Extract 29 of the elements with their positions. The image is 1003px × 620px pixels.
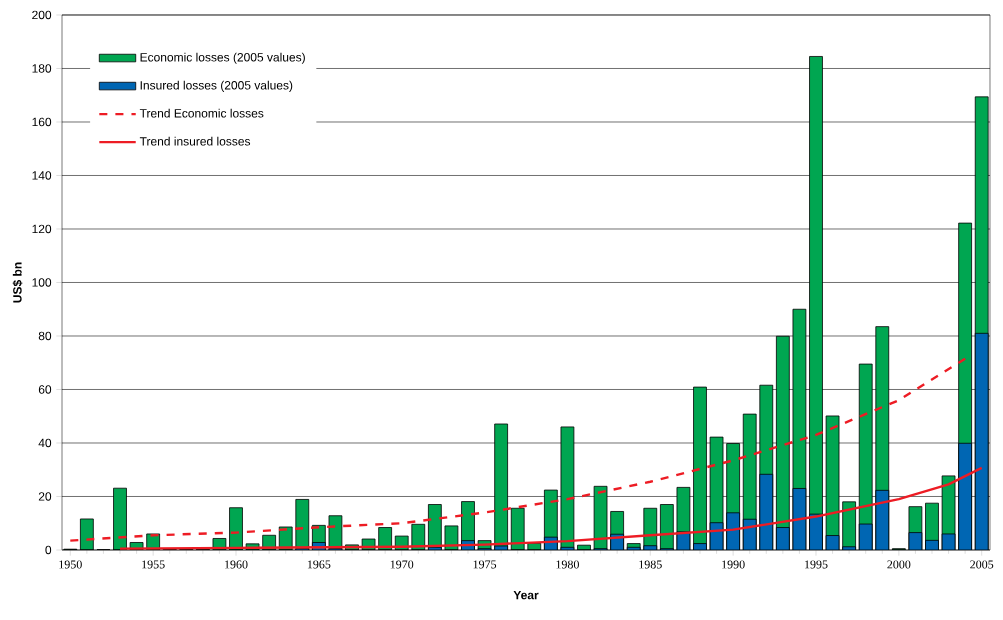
y-tick-label: 160 [32,117,52,127]
x-tick-label: 1975 [473,560,497,569]
x-tick-label: 1955 [142,560,165,569]
y-tick-label: 80 [38,331,52,341]
x-tick-label: 1950 [59,560,82,569]
legend-label: Trend insured losses [139,136,251,146]
y-tick-label: 200 [32,10,52,20]
y-tick-label: 0 [45,545,52,555]
x-tick-label: 1965 [307,560,331,569]
y-tick-label: 140 [32,171,52,180]
x-tick-label: 1985 [639,560,662,569]
y-tick-label: 60 [38,385,52,394]
x-tick-label: 1970 [390,560,414,569]
y-tick-label: 180 [32,64,52,73]
legend-label: Economic losses (2005 values) [140,52,305,64]
x-tick-label: 2005 [970,560,994,569]
x-tick-label: 1980 [556,560,579,569]
legend-label: Insured losses (2005 values) [140,80,293,92]
x-axis-title: Year [513,590,539,600]
y-tick-label: 100 [32,278,52,287]
y-tick-label: 20 [38,492,52,501]
y-tick-label: 120 [32,224,52,234]
legend-label: Trend Economic losses [139,108,264,118]
x-tick-label: 1995 [805,560,828,569]
y-axis-title: US$ bn [12,262,23,303]
y-tick-label: 40 [38,438,52,448]
x-tick-label: 2000 [887,560,911,569]
x-tick-label: 1990 [722,560,745,569]
x-tick-label: 1960 [225,560,248,569]
